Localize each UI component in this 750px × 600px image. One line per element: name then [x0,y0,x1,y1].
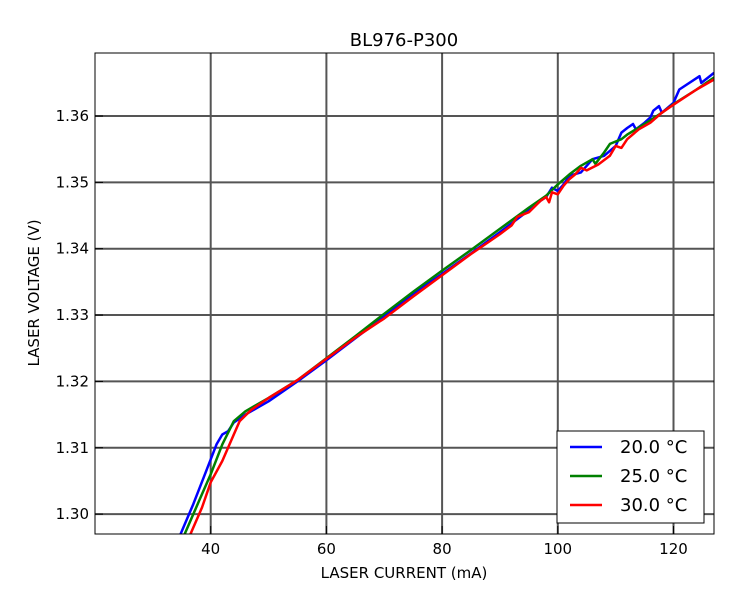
x-tick-label: 80 [433,540,452,558]
y-tick-label: 1.35 [56,173,89,191]
series-layer [179,71,714,534]
y-tick-label: 1.30 [56,505,89,523]
y-tick-label: 1.31 [56,439,89,457]
series-line-1 [183,76,714,534]
chart-title: BL976-P300 [350,30,458,51]
y-axis-label: LASER VOLTAGE (V) [25,219,43,366]
legend-label-1: 25.0 °C [620,466,687,487]
x-tick-label: 120 [659,540,688,558]
y-tick-label: 1.34 [56,240,89,258]
plot-frame [94,52,715,535]
axis-ticks: 40 60 80 100 120 1.30 1.31 1.32 1.33 1.34 1.35 1.36 [56,107,688,558]
y-tick-label: 1.33 [56,306,89,324]
x-tick-label: 40 [201,540,220,558]
legend-label-2: 30.0 °C [620,495,687,516]
x-tick-label: 100 [543,540,572,558]
x-tick-label: 60 [317,540,336,558]
y-tick-label: 1.36 [56,107,89,125]
series-line-2 [189,78,714,534]
x-axis-label: LASER CURRENT (mA) [321,564,488,582]
legend: 20.0 °C 25.0 °C 30.0 °C [556,430,705,524]
legend-label-0: 20.0 °C [620,437,687,458]
y-tick-label: 1.32 [56,372,89,390]
